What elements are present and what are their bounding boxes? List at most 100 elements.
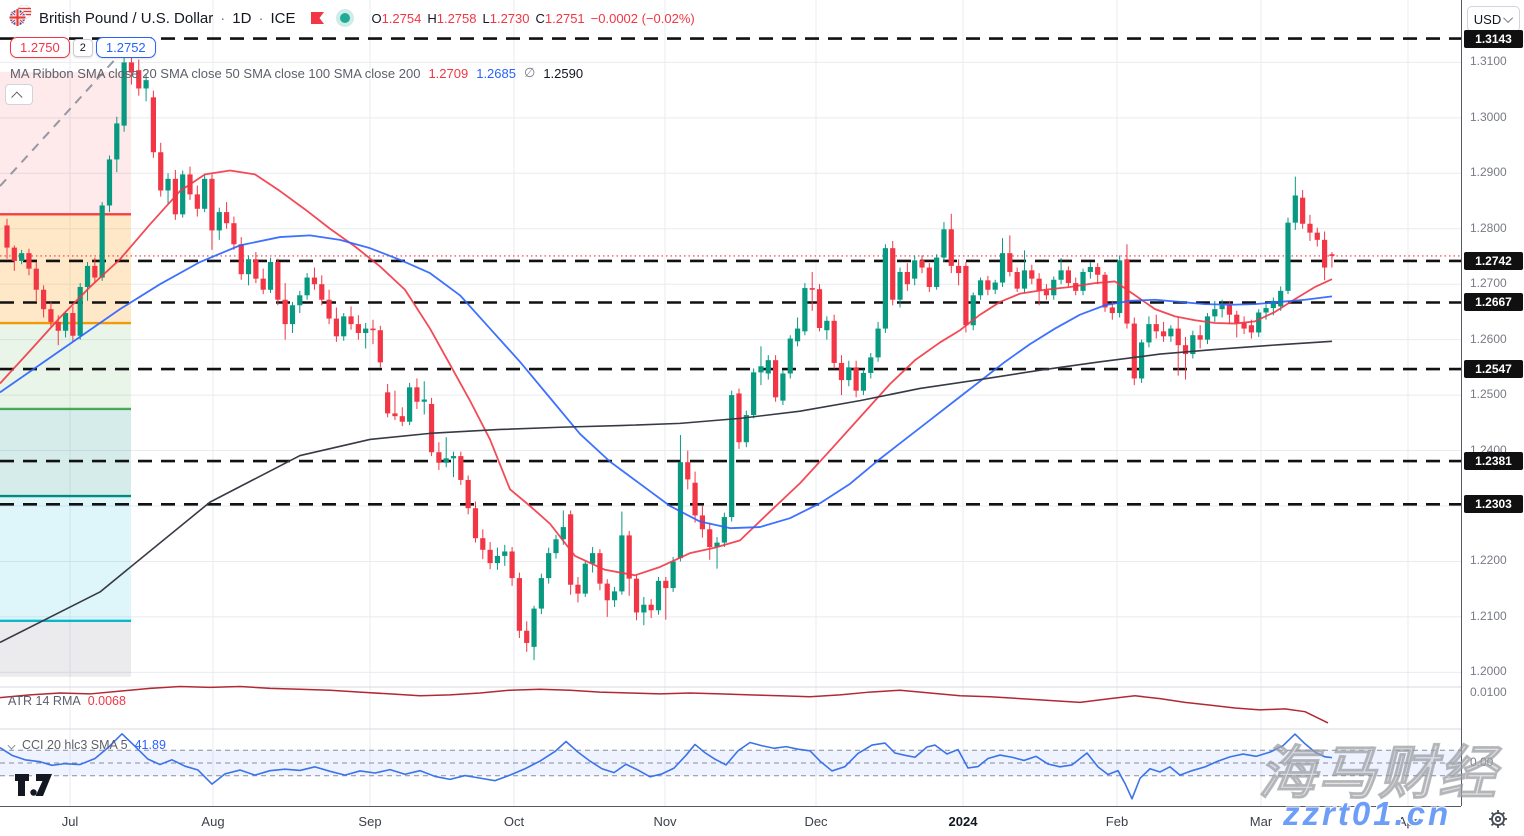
candle-body — [1139, 342, 1145, 379]
price-axis[interactable]: USD 1.3100 1.3000 1.2900 1.2800 1.2700 1.2600… — [1461, 0, 1524, 806]
price-level-badge: 1.2547 — [1464, 360, 1523, 379]
candle-body — [824, 320, 830, 331]
candle-body — [1175, 328, 1181, 346]
candle-body — [1314, 232, 1320, 240]
candle-body — [648, 604, 654, 611]
candle-body — [238, 244, 244, 275]
candle-body — [575, 584, 581, 594]
candle-body — [1131, 323, 1137, 379]
candle-body — [1117, 260, 1123, 314]
candle-body — [1300, 197, 1306, 224]
candle-body — [1241, 323, 1247, 329]
candle-body — [970, 295, 976, 326]
candle-body — [399, 416, 405, 422]
collapse-panel-button[interactable] — [5, 84, 33, 105]
candle-body — [458, 456, 464, 480]
candle-body — [355, 324, 361, 333]
currency-label: USD — [1473, 11, 1502, 27]
timeframe-label[interactable]: 1D — [232, 9, 252, 27]
price-tick-label: 1.2200 — [1470, 553, 1507, 568]
candle-body — [1307, 223, 1313, 233]
price-level-badge: 1.2742 — [1464, 251, 1523, 270]
candle-body — [868, 357, 874, 373]
candle-body — [392, 413, 398, 417]
price-tick-label: 1.2900 — [1470, 165, 1507, 180]
candle-body — [465, 479, 471, 509]
spread-label: 2 — [72, 38, 93, 57]
cci-legend[interactable]: CCI 20 hlc3 SMA 5 41.89 — [7, 738, 166, 752]
candle-body — [70, 313, 76, 336]
candle-body — [524, 630, 530, 643]
candle-body — [1197, 335, 1203, 340]
candle-body — [780, 373, 786, 401]
candle-body — [1051, 279, 1057, 296]
candle-body — [11, 247, 17, 261]
candle-body — [1153, 324, 1159, 332]
price-tick-label: 1.2000 — [1470, 664, 1507, 679]
chevron-down-icon — [1503, 12, 1514, 23]
candle-body — [956, 265, 962, 274]
candle-body — [590, 553, 596, 564]
atr-legend[interactable]: ATR 14 RMA 0.0068 — [8, 694, 126, 708]
candle-body — [999, 253, 1006, 283]
candle-body — [414, 387, 420, 402]
candle-body — [1007, 253, 1013, 273]
price-tick-label: 1.2700 — [1470, 276, 1507, 291]
candle-body — [253, 259, 259, 279]
sma50-value: 1.2685 — [476, 65, 516, 81]
indicator-tick-label: 0.0100 — [1470, 685, 1507, 699]
buy-button[interactable]: 1.2752 — [95, 37, 156, 58]
symbol-title[interactable]: British Pound / U.S. Dollar — [39, 9, 214, 27]
candle-body — [714, 542, 720, 548]
candle-body — [1029, 270, 1035, 279]
flag-marker-icon[interactable] — [310, 11, 325, 25]
candle-body — [202, 178, 208, 209]
candle-body — [1292, 195, 1298, 223]
price-tick-label: 1.2500 — [1470, 387, 1507, 402]
change-readout: −0.0002 (−0.02%) — [590, 10, 695, 26]
candle-body — [1146, 324, 1152, 343]
bid-ask-row: 1.2750 2 1.2752 — [10, 37, 695, 58]
candle-body — [128, 62, 135, 73]
candle-body — [1226, 305, 1233, 315]
candle-body — [751, 372, 757, 416]
watermark-site: zzrt01.cn — [1283, 795, 1452, 832]
candle-body — [143, 80, 149, 89]
candle-body — [1095, 267, 1101, 275]
ma-ribbon-legend[interactable]: MA Ribbon SMA close 20 SMA close 50 SMA … — [10, 65, 695, 81]
analysis-zone — [0, 496, 131, 621]
settings-gear-icon[interactable] — [1486, 807, 1510, 836]
candle-body — [326, 299, 332, 319]
tradingview-logo-icon[interactable] — [14, 772, 54, 803]
price-level-badge: 1.3143 — [1464, 29, 1523, 48]
candle-body — [794, 328, 801, 342]
candle-body — [1065, 270, 1071, 284]
candle-body — [890, 248, 896, 300]
candle-body — [1248, 325, 1254, 333]
candle-body — [773, 360, 779, 398]
candle-body — [670, 561, 676, 589]
time-axis[interactable]: Jul Aug Sep Oct Nov Dec 2024 Feb Mar Apr — [0, 806, 1524, 836]
candle-body — [136, 70, 142, 89]
candle-body — [304, 277, 310, 296]
candle-body — [407, 387, 413, 422]
trendline[interactable] — [0, 36, 136, 187]
candle-body — [721, 517, 727, 543]
candle-body — [121, 62, 127, 126]
candle-body — [1109, 307, 1115, 314]
time-axis-label: Jul — [61, 814, 79, 829]
candle-body — [114, 123, 120, 160]
price-tick-label: 1.2600 — [1470, 331, 1507, 346]
market-status-dot-icon[interactable] — [340, 13, 351, 23]
candle-body — [377, 330, 383, 363]
candle-body — [33, 268, 39, 290]
candle-body — [472, 508, 479, 539]
currency-dropdown[interactable]: USD — [1467, 6, 1520, 32]
sell-button[interactable]: 1.2750 — [10, 37, 70, 58]
candle-body — [919, 260, 925, 268]
candle-body — [743, 415, 749, 443]
candle-body — [1234, 314, 1240, 324]
candle-body — [941, 229, 947, 258]
candle-body — [231, 223, 237, 245]
